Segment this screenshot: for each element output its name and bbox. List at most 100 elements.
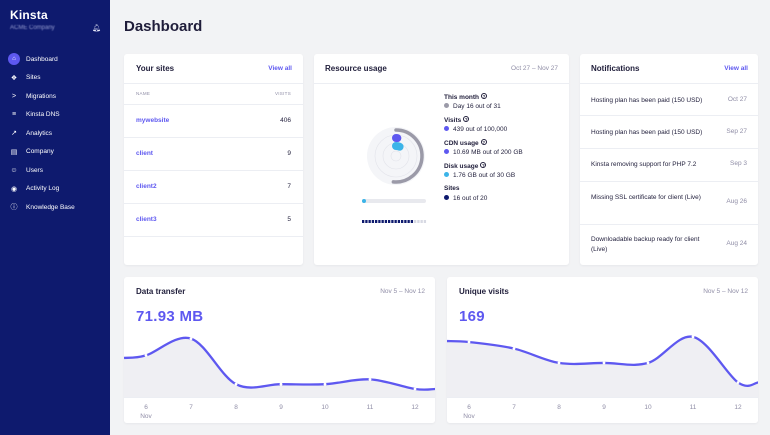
data-point[interactable] bbox=[602, 361, 606, 365]
sidebar-item-users[interactable]: ☺ Users bbox=[0, 161, 110, 180]
site-slot bbox=[397, 220, 401, 223]
sites-icon: ❖ bbox=[10, 74, 18, 82]
sidebar-item-knowledge-base[interactable]: ⓘ Knowledge Base bbox=[0, 198, 110, 217]
data-point[interactable] bbox=[736, 381, 740, 384]
resource-usage-gauge bbox=[362, 127, 427, 223]
site-slot bbox=[407, 220, 410, 223]
site-slot bbox=[368, 220, 371, 223]
legend-dot bbox=[444, 103, 449, 108]
site-slot bbox=[384, 220, 388, 223]
x-tick-label: 8 bbox=[557, 404, 561, 411]
help-icon[interactable]: ? bbox=[481, 93, 488, 99]
info-icon: ⓘ bbox=[10, 204, 18, 212]
notification-item[interactable]: Hosting plan has been paid (150 USD) Oct… bbox=[580, 83, 758, 115]
value-text: 16 out of 20 bbox=[453, 195, 488, 202]
x-month-label: Nov bbox=[140, 413, 152, 420]
site-link[interactable]: client3 bbox=[136, 216, 157, 223]
notification-item[interactable]: Missing SSL certificate for client (Live… bbox=[580, 181, 758, 224]
data-point[interactable] bbox=[413, 387, 417, 391]
bell-icon[interactable]: 🔔︎ bbox=[92, 25, 101, 32]
chart-title: Data transfer bbox=[136, 287, 186, 296]
data-point[interactable] bbox=[467, 340, 471, 344]
sidebar-item-analytics[interactable]: ↗ Analytics bbox=[0, 124, 110, 143]
data-point[interactable] bbox=[234, 382, 238, 386]
notification-item[interactable]: Kinsta removing support for PHP 7.2 Sep … bbox=[580, 148, 758, 181]
site-visits: 9 bbox=[287, 150, 291, 157]
this-month-value: Day 16 out of 31 bbox=[444, 103, 501, 110]
notification-text: Missing SSL certificate for client (Live… bbox=[591, 194, 701, 201]
data-point[interactable] bbox=[557, 361, 561, 365]
help-icon[interactable]: ? bbox=[463, 116, 470, 122]
area-fill bbox=[124, 337, 435, 397]
sidebar-item-label: Company bbox=[26, 148, 54, 156]
legend-dot bbox=[444, 126, 449, 131]
sidebar-item-dashboard[interactable]: ⌂ Dashboard bbox=[0, 50, 110, 69]
sidebar-item-sites[interactable]: ❖ Sites bbox=[0, 69, 110, 88]
sidebar-item-company[interactable]: ▤ Company bbox=[0, 143, 110, 162]
sidebar-item-label: Activity Log bbox=[26, 185, 60, 193]
label-text: Disk usage bbox=[444, 163, 479, 170]
site-slot bbox=[365, 220, 368, 223]
sidebar-item-kinsta-dns[interactable]: ≡ Kinsta DNS bbox=[0, 106, 110, 125]
data-point[interactable] bbox=[691, 335, 695, 339]
help-icon[interactable]: ? bbox=[480, 162, 487, 168]
kinsta-logo[interactable]: Kinsta bbox=[10, 8, 48, 22]
value-text: 1.76 GB out of 30 GB bbox=[453, 172, 516, 179]
your-sites-card: Your sites View all NAME VISITS mywebsit… bbox=[124, 54, 303, 265]
site-slot bbox=[420, 220, 423, 223]
site-link[interactable]: mywebsite bbox=[136, 117, 170, 124]
label-text: Visits bbox=[444, 117, 462, 124]
view-all-notifications-link[interactable]: View all bbox=[724, 65, 748, 72]
cdn-usage-value: 10.69 MB out of 200 GB bbox=[444, 149, 523, 156]
notification-item[interactable]: Hosting plan has been paid (150 USD) Sep… bbox=[580, 115, 758, 148]
data-transfer-chart: 6 7 8 9 10 11 12 Nov bbox=[124, 336, 435, 423]
notification-text: Downloadable backup ready for client (Li… bbox=[591, 236, 700, 253]
area-fill bbox=[447, 336, 758, 397]
value-text: 10.69 MB out of 200 GB bbox=[453, 149, 523, 156]
x-month-label: Nov bbox=[463, 413, 475, 420]
column-header-visits: VISITS bbox=[274, 91, 291, 96]
x-tick-label: 12 bbox=[734, 404, 742, 411]
site-slot bbox=[401, 220, 404, 223]
notifications-card: Notifications View all Hosting plan has … bbox=[580, 54, 758, 265]
site-link[interactable]: client bbox=[136, 150, 153, 157]
eye-icon: ◉ bbox=[10, 185, 18, 193]
x-tick-label: 9 bbox=[279, 404, 283, 411]
data-point[interactable] bbox=[368, 378, 372, 381]
sites-value: 16 out of 20 bbox=[444, 195, 487, 202]
disk-usage-value: 1.76 GB out of 30 GB bbox=[444, 172, 515, 179]
notification-text: Hosting plan has been paid (150 USD) bbox=[591, 97, 703, 104]
data-point[interactable] bbox=[189, 337, 193, 340]
data-transfer-card: 6 7 8 9 10 11 12 Nov Data transfer Nov 5 – Nov … bbox=[124, 277, 435, 423]
add-user-icon: ☺ bbox=[10, 166, 18, 174]
x-tick-label: 6 bbox=[467, 404, 471, 411]
company-name[interactable]: ACME Company bbox=[10, 25, 55, 31]
help-icon[interactable]: ? bbox=[480, 139, 487, 145]
divider bbox=[124, 83, 303, 84]
sidebar-item-label: Dashboard bbox=[26, 55, 58, 63]
sidebar-item-label: Analytics bbox=[26, 129, 53, 137]
sidebar-item-activity-log[interactable]: ◉ Activity Log bbox=[0, 180, 110, 199]
site-visits: 5 bbox=[287, 216, 291, 223]
x-axis-band bbox=[447, 397, 758, 423]
site-link[interactable]: client2 bbox=[136, 183, 157, 190]
data-point[interactable] bbox=[144, 354, 148, 357]
sidebar-nav: ⌂ Dashboard ❖ Sites > Migrations ≡ Kinst… bbox=[0, 50, 110, 217]
view-all-sites-link[interactable]: View all bbox=[268, 65, 292, 72]
site-slot bbox=[378, 220, 381, 223]
data-point[interactable] bbox=[512, 347, 516, 350]
sidebar: Kinsta ACME Company 🔔︎ ⌂ Dashboard ❖ Sit… bbox=[0, 0, 110, 435]
site-slot bbox=[381, 220, 384, 223]
resource-usage-card: Resource usage Oct 27 – Nov 27 This mont… bbox=[314, 54, 569, 265]
data-point[interactable] bbox=[646, 361, 650, 365]
legend-dot bbox=[444, 149, 449, 154]
data-point[interactable] bbox=[279, 382, 283, 386]
sites-label: Sites bbox=[444, 185, 460, 192]
analytics-icon: ↗ bbox=[11, 130, 17, 138]
gauge-guide bbox=[390, 150, 402, 162]
notification-item[interactable]: Downloadable backup ready for client (Li… bbox=[580, 224, 758, 265]
site-slot bbox=[362, 220, 365, 223]
data-point[interactable] bbox=[323, 382, 327, 386]
sidebar-item-migrations[interactable]: > Migrations bbox=[0, 87, 110, 106]
card-title: Resource usage bbox=[325, 64, 387, 73]
